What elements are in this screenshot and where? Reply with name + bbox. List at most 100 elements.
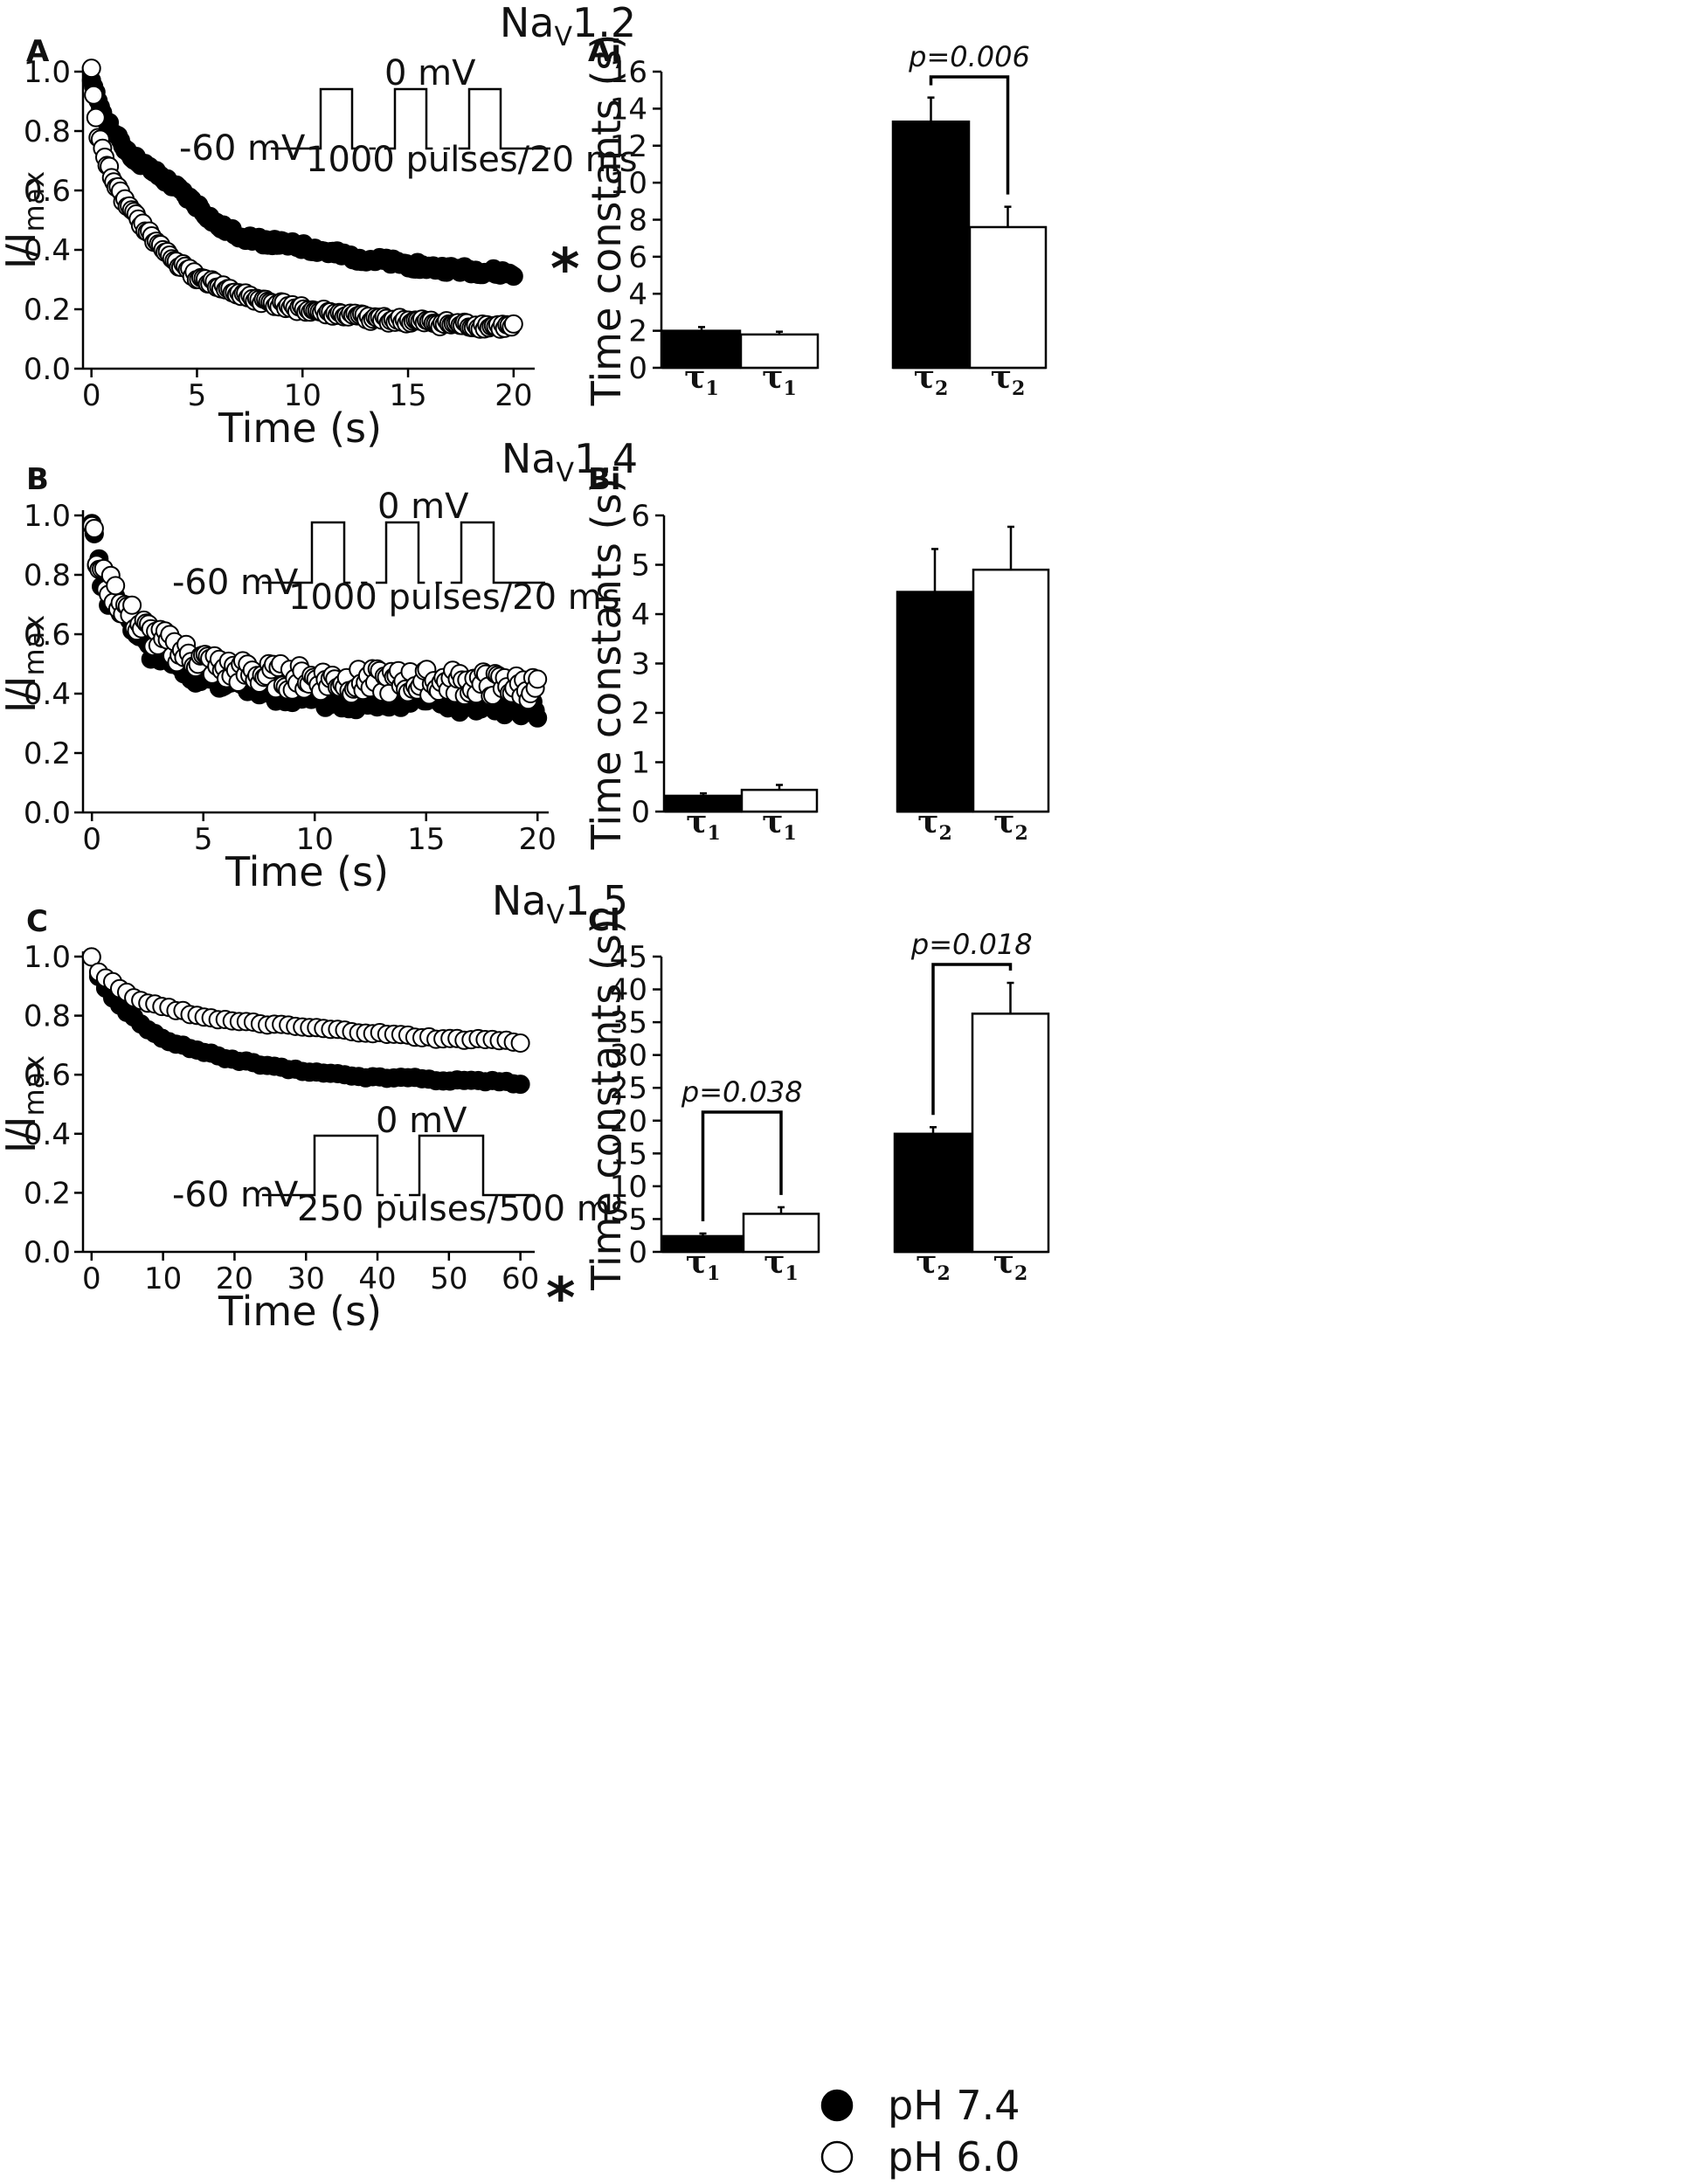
pulse-train-label: 250 pulses/500 ms	[297, 1189, 629, 1229]
y-tick-label: 0.4	[24, 233, 71, 268]
data-point-ph60	[84, 519, 104, 538]
y-tick-label: 0	[628, 351, 647, 386]
x-tick-label: 15	[407, 822, 445, 857]
x-tick-label: 50	[430, 1261, 467, 1296]
data-point-ph74	[510, 1075, 530, 1095]
scatter-panel-C: NaV1.5 C 0.0 0.2 0.4 0.6 0.8 1.0 0 10 20 30 40 50 60 Ti…	[0, 877, 629, 1335]
bar-category-label: τ1	[764, 1244, 799, 1285]
data-point-ph60	[503, 314, 523, 334]
bar-τ2-ph60	[968, 225, 1048, 370]
data-point-ph60	[106, 576, 126, 596]
x-tick-label: 10	[296, 822, 334, 857]
y-tick-label: 16	[610, 55, 647, 90]
pulse-protocol-trace	[262, 521, 545, 584]
y-tick-label: 20	[610, 1104, 647, 1139]
x-axis-label: Time (s)	[225, 848, 389, 895]
significance-bracket	[931, 963, 1013, 1116]
y-axis-label: I/Imax	[0, 171, 51, 269]
panel-title: NaV1.4	[502, 435, 638, 488]
y-axis-label: Time constants (s)	[583, 34, 630, 407]
y-axis-label: Time constants (s)	[583, 918, 630, 1291]
x-axis-label: Time (s)	[218, 404, 382, 452]
x-tick-label: 5	[188, 378, 207, 413]
y-tick-label: 14	[610, 92, 647, 127]
data-point-ph60	[510, 1033, 530, 1053]
y-tick-label: 0.2	[24, 293, 71, 328]
legend-marker-ph60	[820, 2140, 854, 2174]
y-tick-label: 0	[628, 1235, 647, 1270]
bar-τ2-ph60	[971, 1013, 1050, 1254]
y-tick-label: 0.8	[24, 114, 71, 149]
y-tick-label: 45	[610, 940, 647, 975]
x-tick-label: 0	[82, 822, 101, 857]
bar-τ2-ph60	[972, 568, 1050, 813]
y-tick-label: 12	[610, 129, 647, 164]
bar-category-label: τ1	[686, 1244, 721, 1285]
bar-category-label: τ2	[916, 1244, 951, 1285]
p-value-label: p=0.038	[681, 1075, 803, 1109]
step-potential-label: 0 mV	[377, 487, 469, 527]
y-tick-label: 6	[631, 499, 650, 534]
step-potential-label: 0 mV	[384, 53, 476, 93]
panel-label: Ci	[588, 903, 620, 938]
legend-label-ph60: pH 6.0	[888, 2133, 1020, 2181]
significance-marker: *	[546, 1267, 575, 1331]
y-tick-label: 35	[610, 1006, 647, 1040]
y-tick-label: 10	[610, 166, 647, 201]
x-tick-label: 20	[495, 378, 532, 413]
y-tick-label: 0.8	[24, 999, 71, 1034]
bar-category-label: τ2	[991, 359, 1026, 400]
data-point-ph74	[503, 266, 523, 287]
data-point-ph60	[84, 85, 104, 105]
y-tick-label: 5	[628, 1202, 647, 1237]
significance-bracket	[701, 1110, 783, 1221]
y-tick-label: 0.2	[24, 736, 71, 771]
y-tick-label: 0.0	[24, 352, 71, 387]
x-tick-label: 30	[287, 1261, 325, 1296]
x-tick-label: 20	[519, 822, 557, 857]
x-tick-label: 20	[216, 1261, 253, 1296]
bar-τ1-ph60	[740, 788, 819, 813]
data-point-ph60	[528, 669, 548, 689]
y-tick-label: 6	[628, 240, 647, 275]
x-tick-label: 60	[502, 1261, 539, 1296]
x-axis-label: Time (s)	[218, 1288, 382, 1335]
holding-potential-label: -60 mV	[179, 128, 306, 169]
y-tick-label: 1.0	[24, 940, 71, 975]
x-tick-label: 15	[389, 378, 426, 413]
y-tick-label: 1.0	[24, 55, 71, 90]
y-tick-label: 40	[610, 973, 647, 1008]
scatter-panel-A: NaV1.2 A 0.0 0.2 0.4 0.6 0.8 1.0 0 5 10 15 20 Time (s…	[0, 0, 638, 452]
y-tick-label: 0.6	[24, 174, 71, 209]
pulse-protocol-trace	[271, 87, 550, 150]
x-tick-label: 5	[194, 822, 213, 857]
holding-potential-label: -60 mV	[172, 1175, 299, 1215]
pulse-train-label: 1000 pulses/20 ms	[288, 577, 620, 618]
x-tick-label: 0	[82, 378, 101, 413]
bar-category-label: τ2	[914, 359, 949, 400]
bar-category-label: τ1	[686, 804, 721, 845]
x-tick-label: 40	[358, 1261, 396, 1296]
y-tick-label: 5	[631, 549, 650, 584]
y-tick-label: 0.6	[24, 1058, 71, 1093]
bar-τ2-ph74	[896, 591, 974, 813]
y-axis-label: I/Imax	[0, 615, 51, 713]
p-value-label: p=0.018	[910, 928, 1033, 961]
step-potential-label: 0 mV	[376, 1101, 467, 1141]
legend-marker-ph74	[820, 2089, 854, 2122]
legend: pH 7.4 pH 6.0	[820, 2082, 1020, 2181]
panel-title: NaV1.5	[492, 877, 628, 930]
y-axis-label: I/Imax	[0, 1055, 51, 1153]
significance-marker: *	[550, 238, 579, 302]
y-tick-label: 0.6	[24, 618, 71, 653]
bar-category-label: τ1	[684, 359, 719, 400]
scatter-panel-B: NaV1.4 B 0.0 0.2 0.4 0.6 0.8 1.0 0 5 10 15 20 Time (s…	[0, 435, 638, 895]
panel-label: C	[26, 904, 48, 939]
y-tick-label: 0.8	[24, 558, 71, 593]
y-tick-label: 1.0	[24, 499, 71, 534]
y-tick-label: 1	[631, 746, 650, 781]
bar-τ2-ph74	[891, 120, 971, 370]
